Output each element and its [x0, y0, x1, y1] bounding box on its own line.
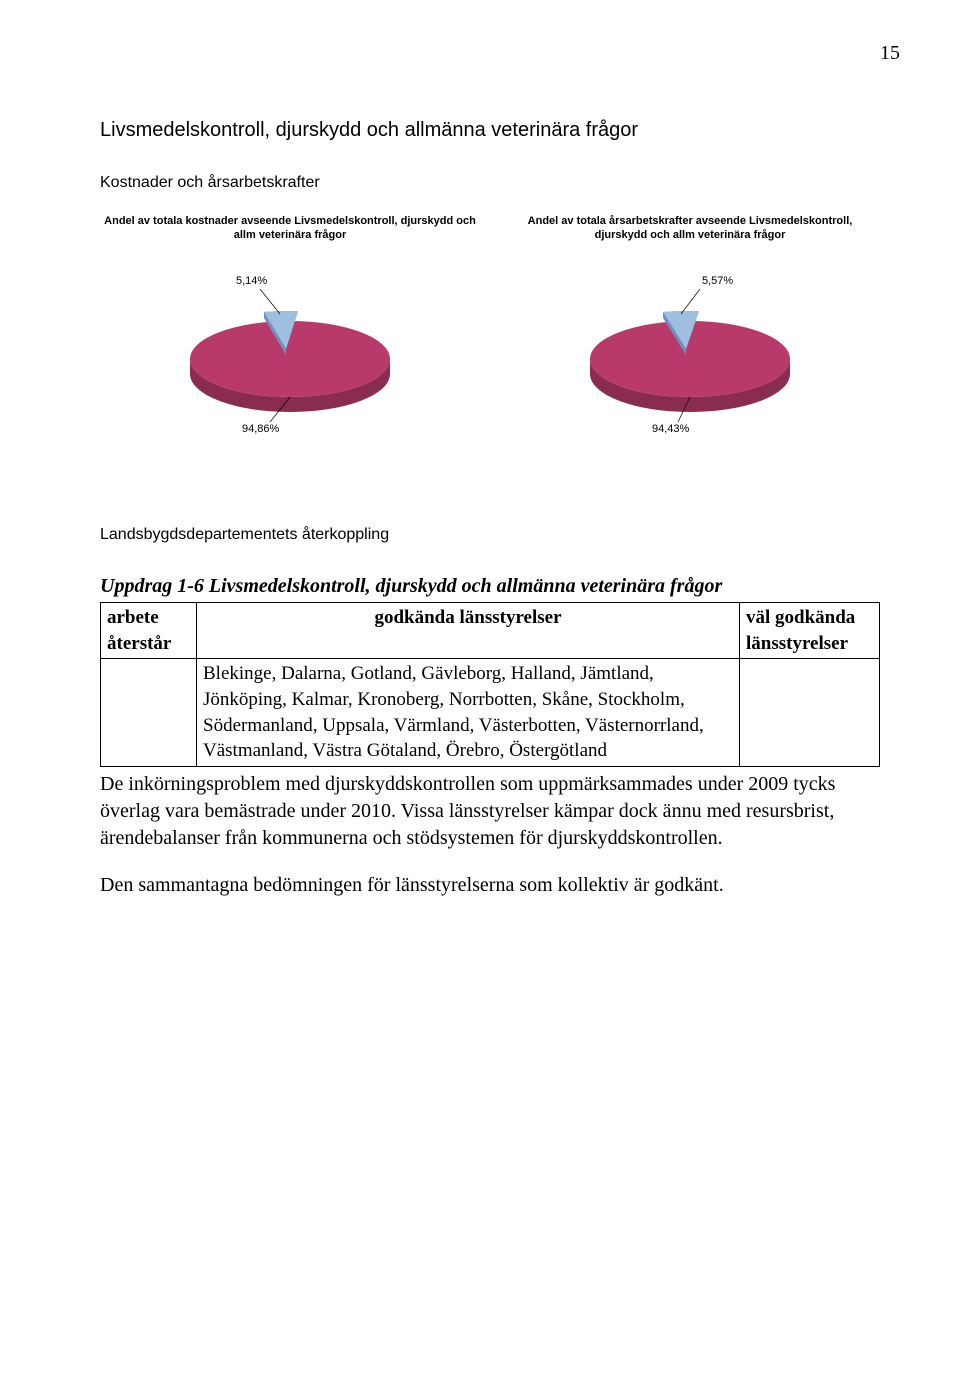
chart-left: Andel av totala kostnader avseende Livsm…: [100, 214, 480, 434]
table-row: Blekinge, Dalarna, Gotland, Gävleborg, H…: [101, 659, 880, 767]
table-header-row: arbete återstår godkända länsstyrelser v…: [101, 603, 880, 659]
table-header-col1: arbete återstår: [101, 603, 197, 659]
table-cell-col2: Blekinge, Dalarna, Gotland, Gävleborg, H…: [197, 659, 740, 767]
charts-row: Andel av totala kostnader avseende Livsm…: [100, 214, 880, 434]
assignment-table: arbete återstår godkända länsstyrelser v…: [100, 602, 880, 767]
section-subheading: Kostnader och årsarbetskrafter: [100, 172, 880, 194]
chart-left-label-small: 5,14%: [236, 274, 267, 289]
paragraph-2: Den sammantagna bedömningen för länsstyr…: [100, 872, 880, 899]
chart-right-pie: 5,57% 94,43%: [560, 274, 820, 434]
chart-left-title: Andel av totala kostnader avseende Livsm…: [100, 214, 480, 244]
chart-right-label-small: 5,57%: [702, 274, 733, 289]
chart-right-label-large: 94,43%: [652, 422, 689, 437]
chart-right-title: Andel av totala årsarbetskrafter avseend…: [500, 214, 880, 244]
paragraph-1: De inkörningsproblem med djurskyddskontr…: [100, 771, 880, 852]
section-title: Livsmedelskontroll, djurskydd och allmän…: [100, 117, 880, 144]
table-header-col3: väl godkända länsstyrelser: [740, 603, 880, 659]
chart-right: Andel av totala årsarbetskrafter avseend…: [500, 214, 880, 434]
table-header-col2: godkända länsstyrelser: [197, 603, 740, 659]
chart-left-label-large: 94,86%: [242, 422, 279, 437]
chart-left-pie: 5,14% 94,86%: [160, 274, 420, 434]
feedback-heading: Landsbygdsdepartementets återkoppling: [100, 524, 880, 546]
table-cell-col1: [101, 659, 197, 767]
table-title: Uppdrag 1-6 Livsmedelskontroll, djurskyd…: [100, 573, 880, 600]
table-cell-col3: [740, 659, 880, 767]
page-number: 15: [100, 40, 900, 67]
